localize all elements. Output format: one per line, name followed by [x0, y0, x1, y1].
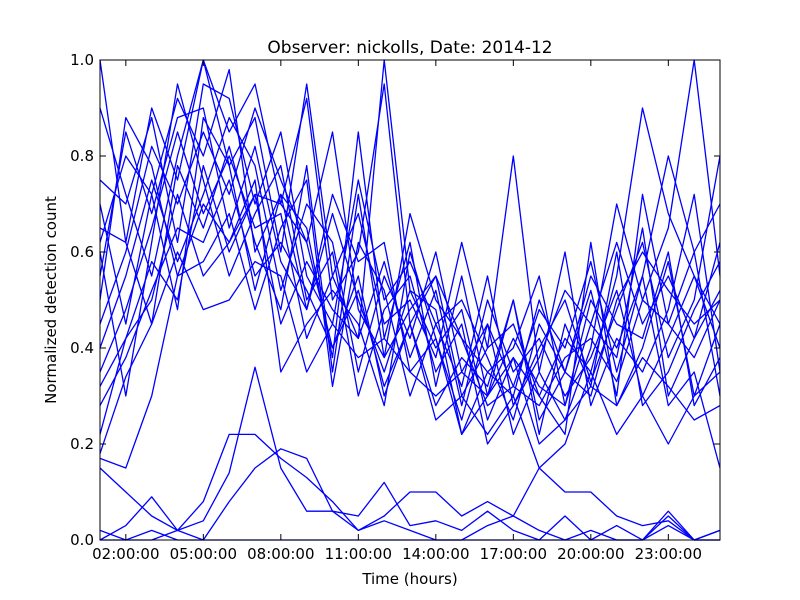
chart-title: Observer: nickolls, Date: 2014-12: [267, 38, 552, 58]
y-tick-label: 0.0: [70, 531, 94, 549]
series-line-11: [99, 83, 721, 445]
x-tick-label: 23:00:00: [635, 545, 702, 563]
y-tick-label: 1.0: [70, 51, 94, 69]
axis-ticks: 02:00:00 05:00:00 08:00:00 11:00:00 14:00:00…: [70, 51, 720, 563]
series-line-15: [99, 193, 721, 469]
x-tick-label: 11:00:00: [325, 545, 392, 563]
series-line-6: [99, 107, 721, 407]
y-tick-label: 0.8: [70, 147, 94, 165]
x-tick-label: 08:00:00: [247, 545, 314, 563]
series-line-3: [99, 83, 721, 407]
x-tick-label: 17:00:00: [480, 545, 547, 563]
x-axis-title: Time (hours): [361, 570, 457, 588]
series-line-18: [99, 433, 721, 541]
series-line-9: [99, 164, 721, 407]
y-tick-label: 0.2: [70, 435, 94, 453]
series-line-13: [99, 179, 721, 435]
series-line-17: [99, 145, 721, 397]
y-tick-label: 0.6: [70, 243, 94, 261]
x-tick-label: 05:00:00: [170, 545, 237, 563]
x-tick-label: 02:00:00: [92, 545, 159, 563]
series-line-12: [99, 116, 721, 421]
y-axis-title: Normalized detection count: [42, 196, 60, 404]
x-tick-label: 20:00:00: [557, 545, 624, 563]
y-tick-label: 0.4: [70, 339, 94, 357]
series-line-7: [99, 116, 721, 436]
series-line-14: [99, 251, 721, 454]
plot-frame: [99, 59, 721, 541]
series-line-16: [99, 116, 721, 469]
x-tick-label: 14:00:00: [402, 545, 469, 563]
series-line-4: [99, 68, 721, 421]
